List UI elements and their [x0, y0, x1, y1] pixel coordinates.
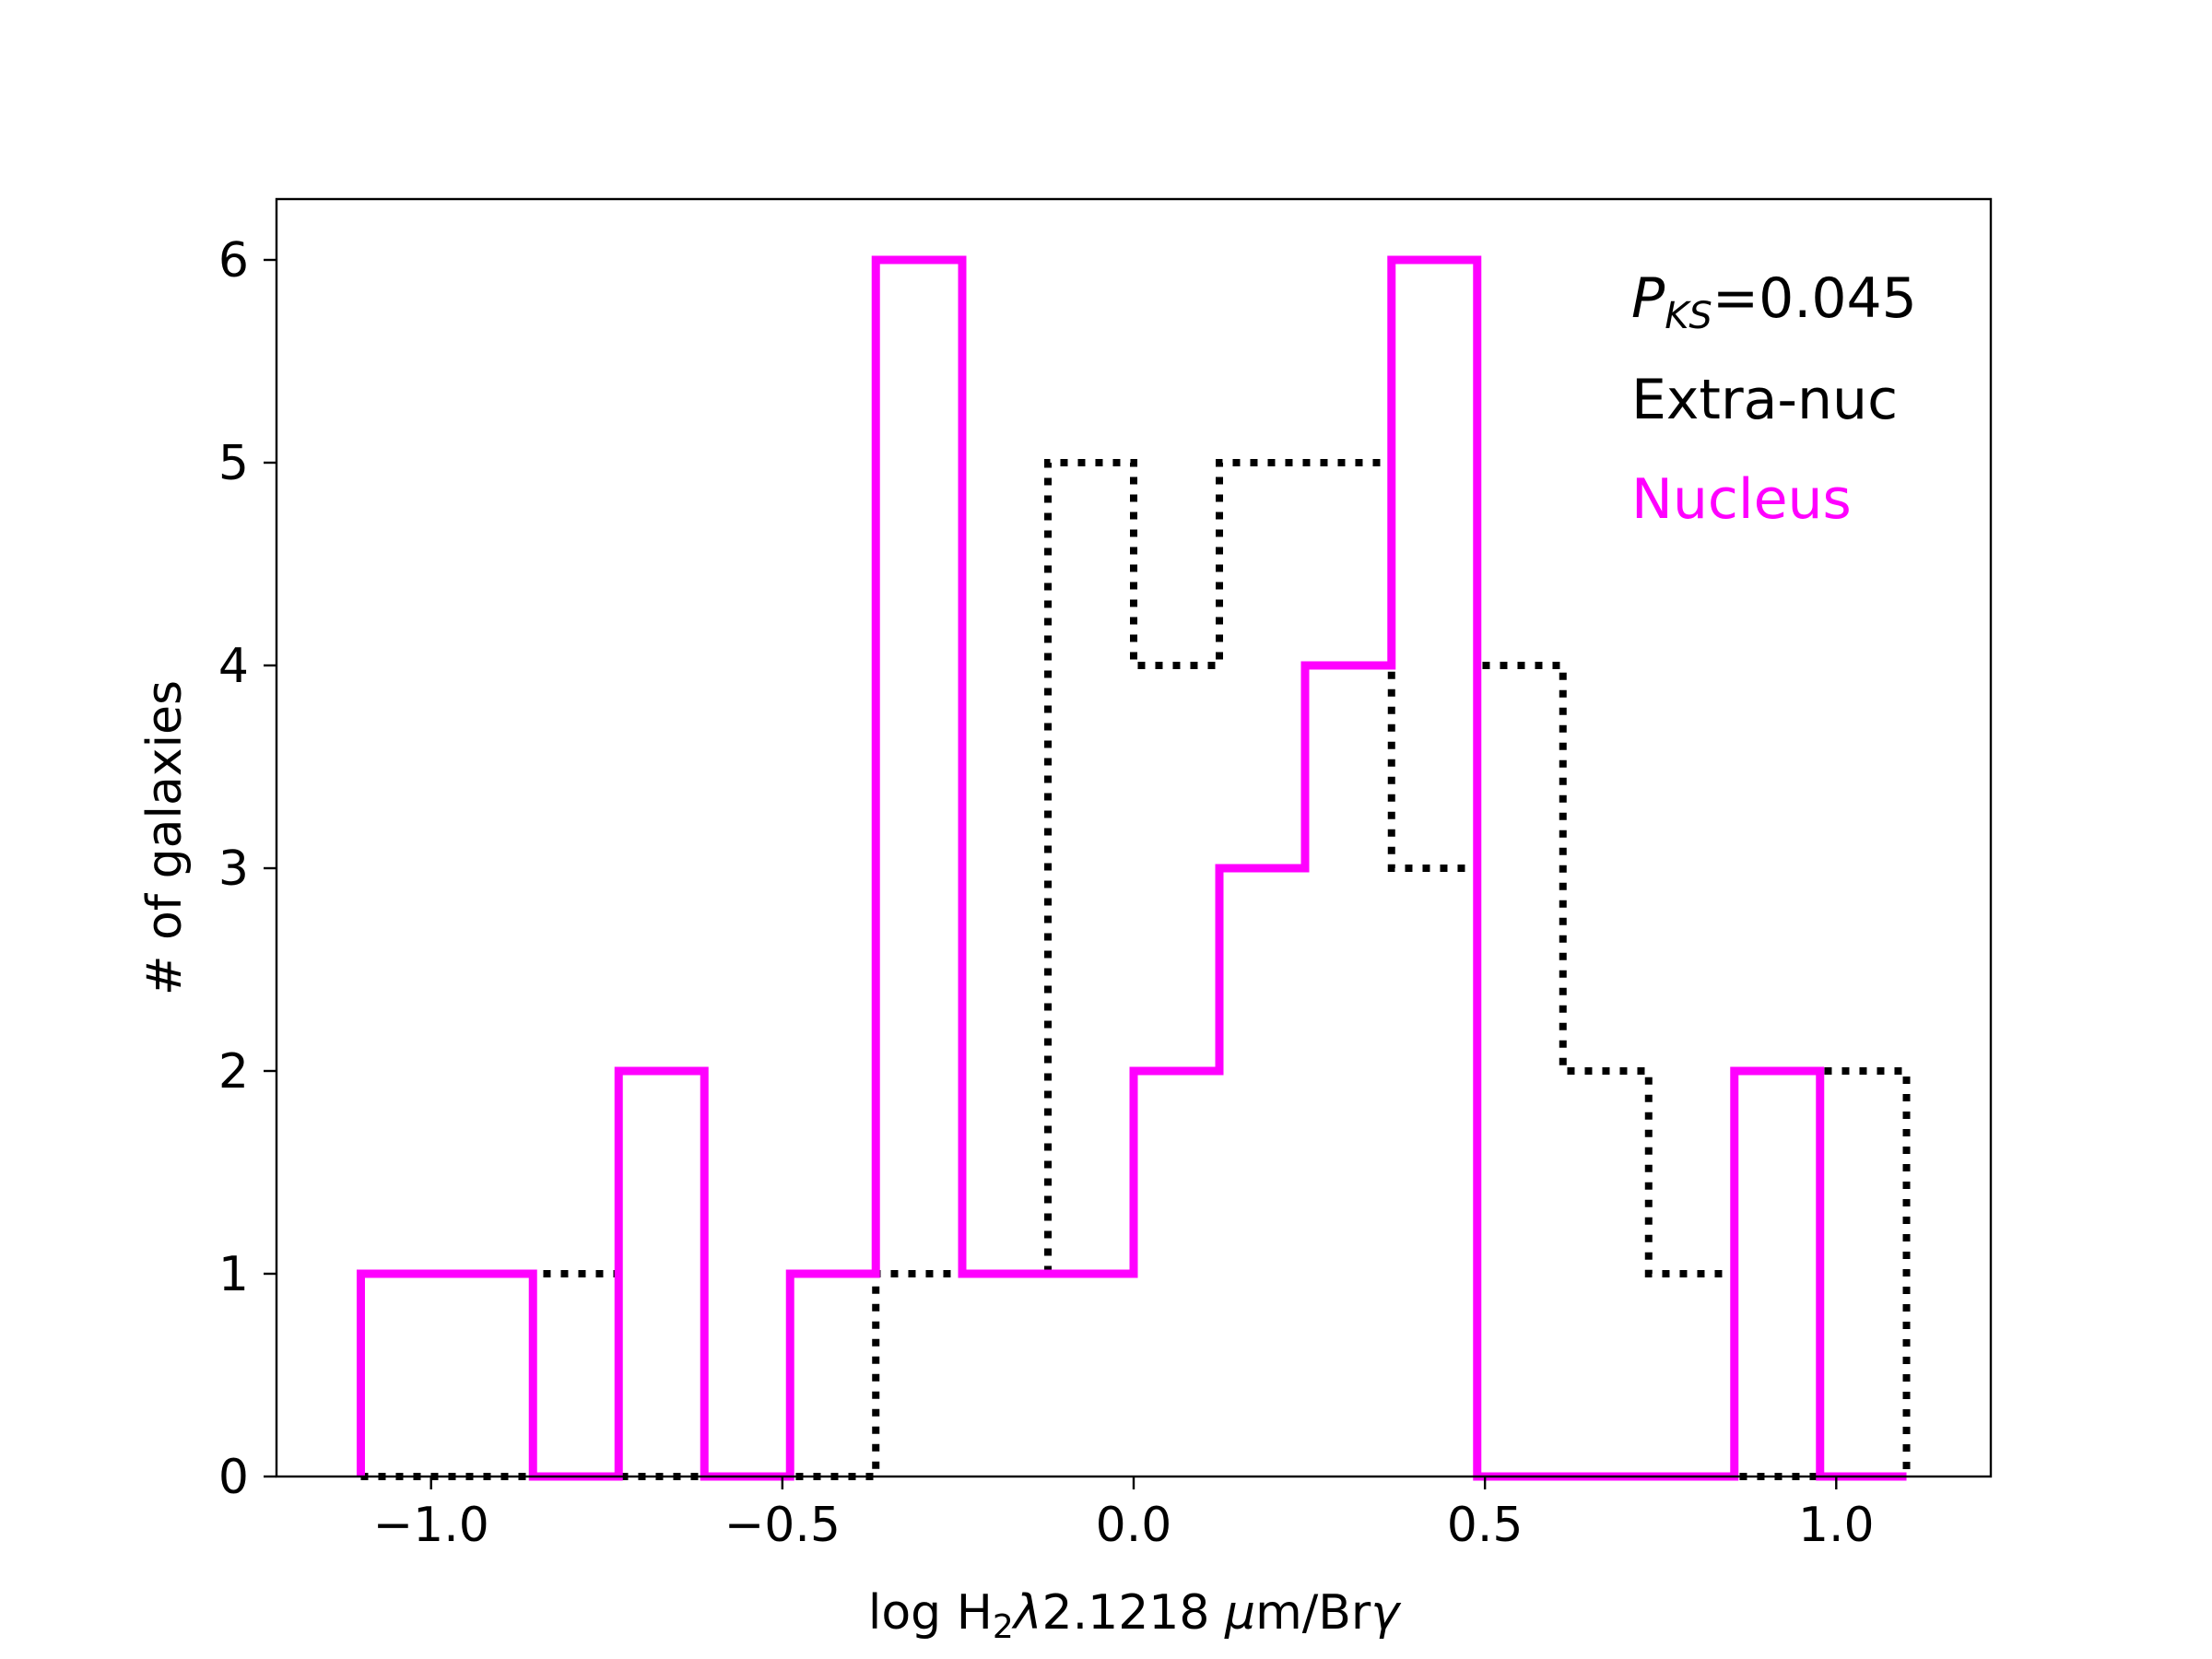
y-tick-label: 2 — [218, 1044, 249, 1100]
x-tick-label: 1.0 — [1798, 1498, 1875, 1553]
x-ticks: −1.0 −0.5 0.0 0.5 1.0 — [373, 1477, 1875, 1553]
x-tick-label: −1.0 — [373, 1498, 489, 1553]
y-ticks: 0 1 2 3 4 5 6 — [218, 233, 276, 1505]
legend-label-nucleus: Nucleus — [1631, 467, 1852, 532]
y-tick-label: 6 — [218, 233, 249, 288]
x-axis-label: log H2λ2.1218 μm/Brγ — [868, 1585, 1402, 1646]
y-tick-label: 1 — [218, 1247, 249, 1302]
y-tick-label: 5 — [218, 436, 249, 491]
x-tick-label: 0.5 — [1447, 1498, 1524, 1553]
ks-annotation: PKS=0.045 — [1631, 266, 1917, 337]
y-tick-label: 0 — [218, 1450, 249, 1505]
y-axis-label: # of galaxies — [137, 680, 193, 995]
legend-label-extra-nuc: Extra-nuc — [1631, 368, 1898, 432]
y-tick-label: 3 — [218, 841, 249, 897]
y-tick-label: 4 — [218, 639, 249, 694]
x-tick-label: −0.5 — [724, 1498, 841, 1553]
histogram-series-extra-nuc — [360, 459, 1911, 1480]
x-tick-label: 0.0 — [1096, 1498, 1172, 1553]
